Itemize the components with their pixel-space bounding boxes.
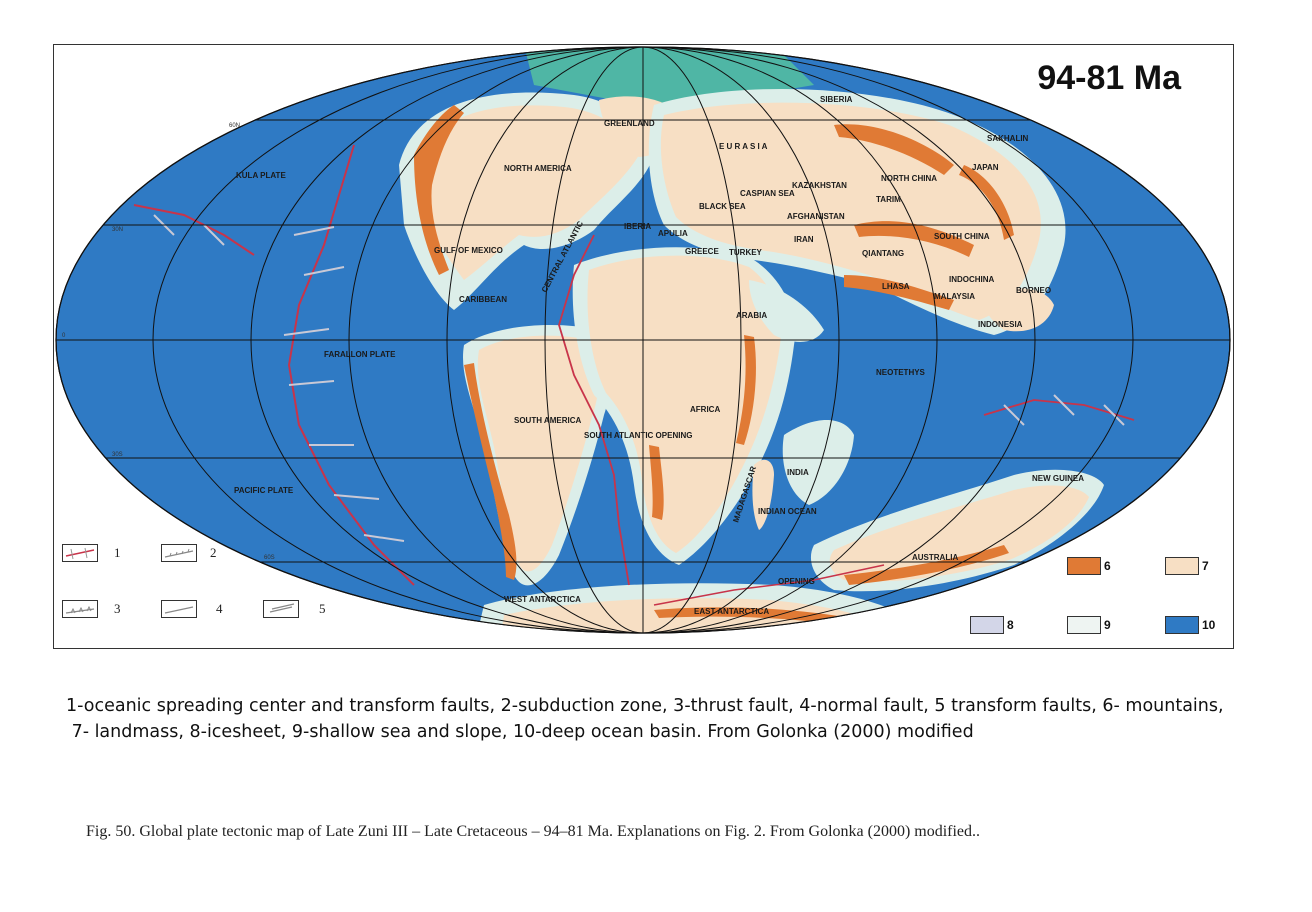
antarctica-mountains <box>654 607 844 625</box>
label-new-guinea: NEW GUINEA <box>1032 474 1084 483</box>
lat-label-30n: 30N <box>112 227 123 233</box>
label-opening: OPENING <box>778 577 815 586</box>
map-age-title: 94-81 Ma <box>1037 59 1181 97</box>
lat-label-30s: 30S <box>112 452 123 458</box>
swatch-number-7: 7 <box>1202 559 1209 573</box>
legend-symbol-2 <box>161 544 197 562</box>
southern-spreading-ridge <box>653 564 885 606</box>
label-farallon-plate: FARALLON PLATE <box>324 350 396 359</box>
label-africa: AFRICA <box>690 405 720 414</box>
label-west-antarctica: WEST ANTARCTICA <box>504 595 581 604</box>
label-greenland: GREENLAND <box>604 119 655 128</box>
legend-number-4: 4 <box>216 601 223 616</box>
label-indonesia: INDONESIA <box>978 320 1023 329</box>
label-kazakhstan: KAZAKHSTAN <box>792 181 847 190</box>
lat-label-60n: 60N <box>229 123 240 129</box>
label-north-america: NORTH AMERICA <box>504 164 572 173</box>
label-indochina: INDOCHINA <box>949 275 995 284</box>
india-shelf <box>782 420 854 505</box>
legend-symbol-5 <box>263 600 299 618</box>
label-east-antarctica: EAST ANTARCTICA <box>694 607 769 616</box>
swatch-deep-ocean <box>1165 616 1199 634</box>
label-caribbean: CARIBBEAN <box>459 295 507 304</box>
legend-explanation-line-2: 7- landmass, 8-icesheet, 9-shallow sea a… <box>66 722 974 742</box>
legend-symbol-4 <box>161 600 197 618</box>
swatch-mountains <box>1067 557 1101 575</box>
legend-explanation: 1-oceanic spreading center and transform… <box>66 693 1286 745</box>
asia-mountains-1 <box>834 124 954 175</box>
legend-explanation-line-1: 1-oceanic spreading center and transform… <box>66 696 1224 716</box>
asia-mountains-3 <box>959 165 1014 240</box>
label-pacific-plate: PACIFIC PLATE <box>234 486 294 495</box>
north-america-mountains <box>414 105 464 275</box>
indonesia-land <box>983 288 1054 332</box>
legend-number-5: 5 <box>319 601 326 616</box>
label-australia: AUSTRALIA <box>912 553 958 562</box>
label-arabia: ARABIA <box>736 311 767 320</box>
legend-symbol-1 <box>62 544 98 562</box>
transform-faults <box>153 214 1125 542</box>
label-eurasia: E U R A S I A <box>719 142 768 151</box>
label-indian-ocean: INDIAN OCEAN <box>758 507 817 516</box>
label-qiantang: QIANTANG <box>862 249 904 258</box>
label-apulia: APULIA <box>658 229 688 238</box>
label-iran: IRAN <box>794 235 814 244</box>
figure-caption: Fig. 50. Global plate tectonic map of La… <box>86 823 981 840</box>
indian-spreading-ridge <box>983 399 1135 421</box>
label-south-china: SOUTH CHINA <box>934 232 990 241</box>
label-malaysia: MALAYSIA <box>934 292 975 301</box>
label-south-america: SOUTH AMERICA <box>514 416 581 425</box>
label-north-china: NORTH CHINA <box>881 174 937 183</box>
label-iberia: IBERIA <box>624 222 651 231</box>
label-sakhalin: SAKHALIN <box>987 134 1029 143</box>
asia-mountains-2 <box>854 221 974 257</box>
arctic-shelf <box>524 47 814 105</box>
lat-label-60s: 60S <box>264 555 275 561</box>
africa-mountains-south <box>649 445 664 520</box>
africa-land <box>587 255 781 553</box>
label-afghanistan: AFGHANISTAN <box>787 212 845 221</box>
australia-mountains <box>844 545 1009 585</box>
pacific-spreading-ridge <box>287 144 415 586</box>
label-lhasa: LHASA <box>882 282 910 291</box>
label-tarim: TARIM <box>876 195 901 204</box>
madagascar-land <box>752 459 774 530</box>
swatch-number-9: 9 <box>1104 618 1111 632</box>
label-gulf-of-mexico: GULF OF MEXICO <box>434 246 503 255</box>
label-caspian-sea: CASPIAN SEA <box>740 189 795 198</box>
paleogeographic-map: 60N 30N 0 30S 60S SIBERIA SAKHALIN GREEN… <box>55 46 1231 634</box>
map-frame: 60N 30N 0 30S 60S SIBERIA SAKHALIN GREEN… <box>53 44 1234 649</box>
label-borneo: BORNEO <box>1016 286 1051 295</box>
label-greece: GREECE <box>685 247 719 256</box>
swatch-number-8: 8 <box>1007 618 1014 632</box>
label-siberia: SIBERIA <box>820 95 853 104</box>
andes-mountains <box>464 363 517 580</box>
swatch-icesheet <box>970 616 1004 634</box>
label-kula-plate: KULA PLATE <box>236 171 286 180</box>
label-south-atlantic-opening: SOUTH ATLANTIC OPENING <box>584 431 692 440</box>
label-japan: JAPAN <box>972 163 999 172</box>
label-black-sea: BLACK SEA <box>699 202 746 211</box>
legend-number-3: 3 <box>114 601 121 616</box>
legend-number-2: 2 <box>210 545 217 560</box>
label-turkey: TURKEY <box>729 248 763 257</box>
swatch-number-6: 6 <box>1104 559 1111 573</box>
swatch-shallow-sea <box>1067 616 1101 634</box>
australia-land <box>829 485 1089 582</box>
label-neotethys: NEOTETHYS <box>876 368 926 377</box>
legend-number-1: 1 <box>114 545 121 560</box>
swatch-landmass <box>1165 557 1199 575</box>
africa-mountains-east <box>736 335 756 445</box>
swatch-number-10: 10 <box>1202 618 1216 632</box>
atlantic-spreading-ridge <box>558 234 630 586</box>
north-america-land <box>419 105 639 280</box>
eurasia-land <box>660 102 1041 320</box>
lat-label-0: 0 <box>62 333 66 339</box>
legend-symbol-3 <box>62 600 98 618</box>
label-india: INDIA <box>787 468 809 477</box>
asia-mountains-4 <box>844 275 954 310</box>
arabia-land <box>749 280 824 342</box>
